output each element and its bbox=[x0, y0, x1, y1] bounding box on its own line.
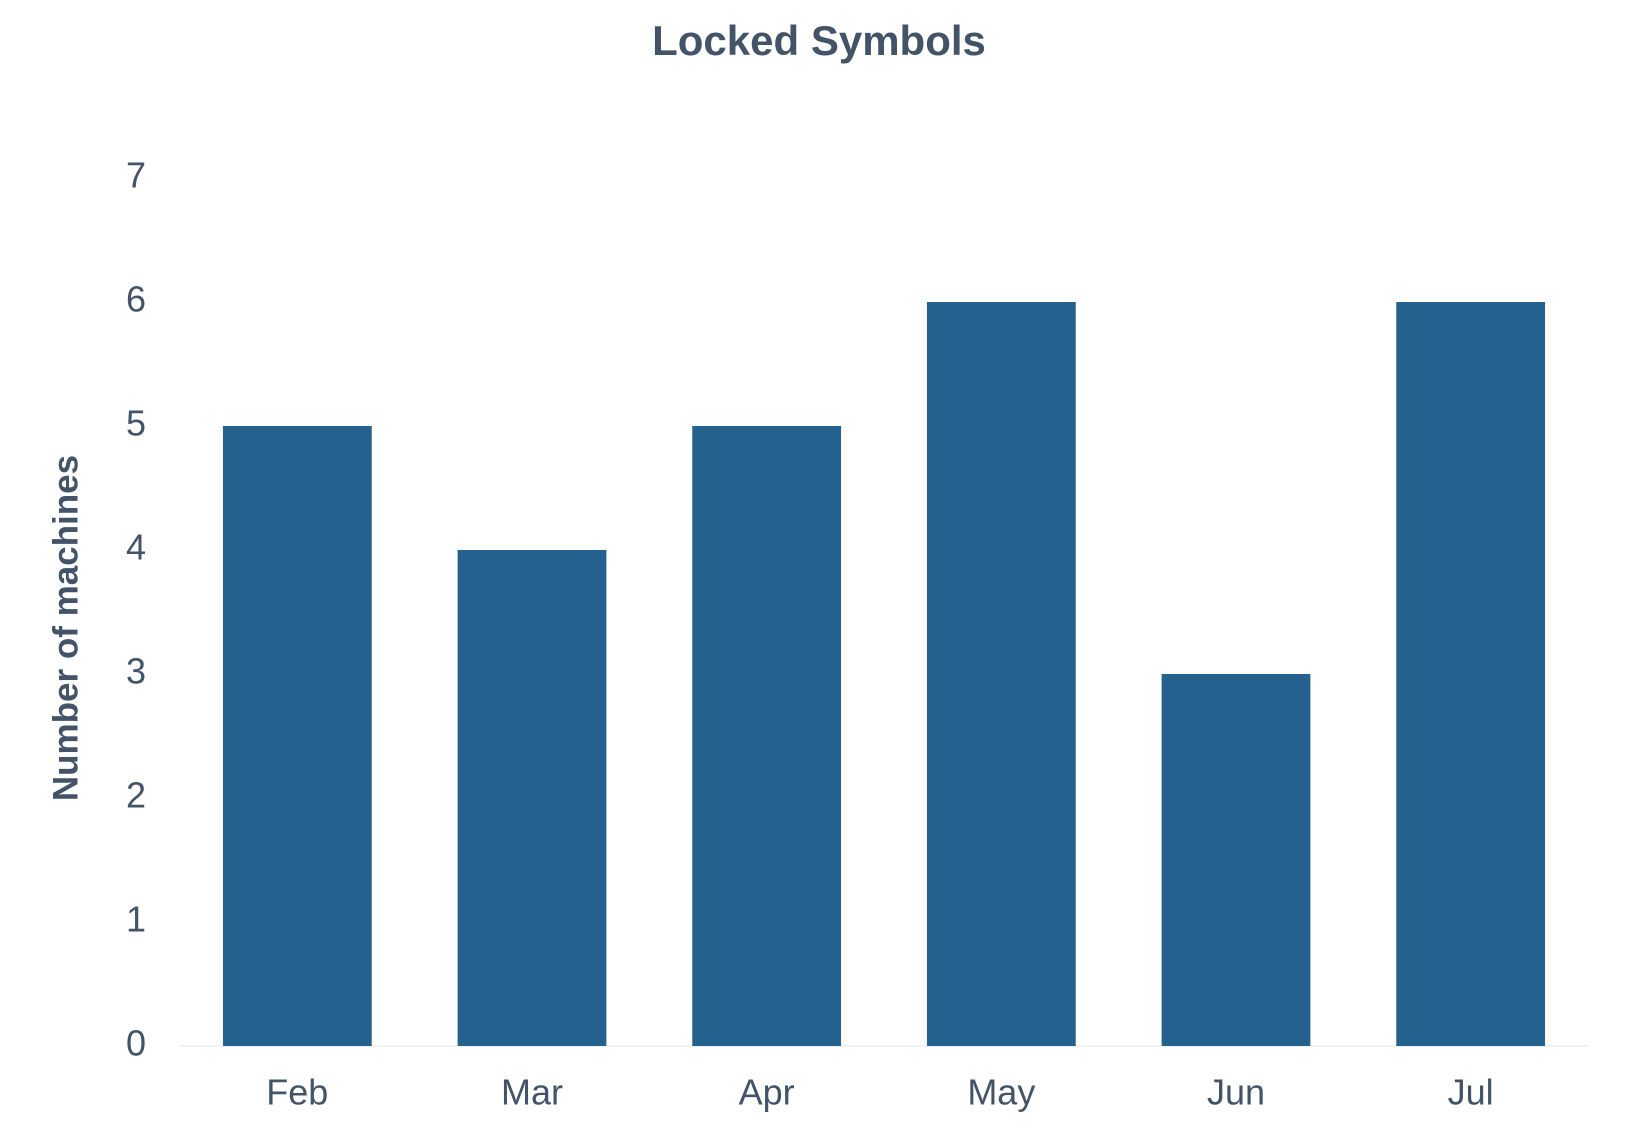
bar bbox=[222, 426, 372, 1046]
x-tick-label: Jul bbox=[1448, 1072, 1494, 1113]
x-tick-label: Jun bbox=[1207, 1072, 1265, 1113]
y-tick-label: 4 bbox=[126, 527, 146, 568]
chart-title: Locked Symbols bbox=[652, 17, 986, 64]
x-tick-label: May bbox=[967, 1072, 1035, 1113]
x-tick-label: Apr bbox=[739, 1072, 795, 1113]
bar bbox=[1161, 674, 1311, 1046]
y-tick-label: 3 bbox=[126, 651, 146, 692]
y-tick-label: 7 bbox=[126, 155, 146, 196]
bar bbox=[457, 550, 607, 1046]
y-tick-label: 0 bbox=[126, 1023, 146, 1064]
bar bbox=[692, 426, 842, 1046]
x-tick-label: Feb bbox=[266, 1072, 328, 1113]
y-tick-label: 1 bbox=[126, 899, 146, 940]
x-tick-label: Mar bbox=[501, 1072, 563, 1113]
bar bbox=[1396, 302, 1546, 1046]
y-tick-label: 5 bbox=[126, 403, 146, 444]
bar bbox=[926, 302, 1076, 1046]
y-tick-label: 2 bbox=[126, 775, 146, 816]
y-tick-label: 6 bbox=[126, 279, 146, 320]
y-axis-label: Number of machines bbox=[46, 455, 85, 801]
